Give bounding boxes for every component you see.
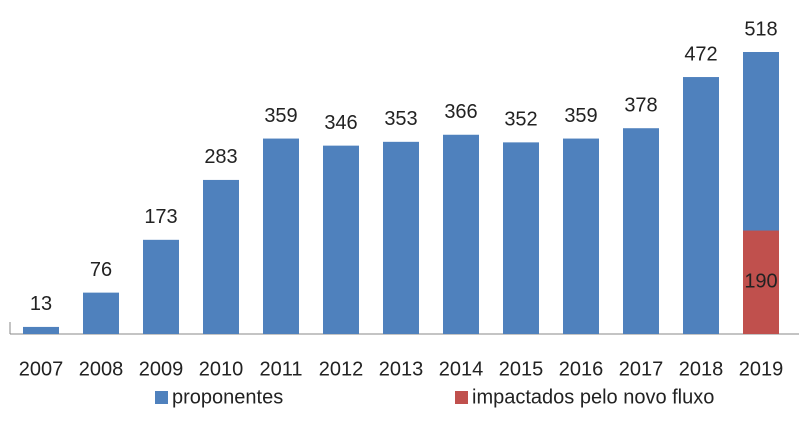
- x-tick-label: 2009: [139, 358, 184, 380]
- data-label: 353: [384, 108, 417, 130]
- x-tick-label: 2011: [259, 358, 302, 380]
- x-tick-label: 2019: [739, 358, 784, 380]
- data-label: 190: [744, 271, 777, 293]
- data-label: 352: [504, 109, 537, 131]
- data-label: 359: [264, 105, 297, 127]
- x-tick-label: 2015: [499, 358, 544, 380]
- bar: [443, 134, 479, 334]
- legend-swatch: [455, 391, 468, 404]
- data-label: 346: [324, 112, 357, 134]
- x-tick-label: 2008: [79, 358, 124, 380]
- data-label: 13: [30, 293, 52, 315]
- x-tick-label: 2007: [19, 358, 64, 380]
- x-tick-label: 2010: [199, 358, 244, 380]
- data-label: 518: [744, 18, 777, 40]
- legend-label: impactados pelo novo fluxo: [472, 386, 714, 408]
- x-tick-label: 2013: [379, 358, 424, 380]
- data-label: 359: [564, 105, 597, 127]
- bar: [623, 128, 659, 334]
- data-label: 283: [204, 146, 237, 168]
- data-label: 378: [624, 94, 657, 116]
- bar: [83, 292, 119, 334]
- bar: [743, 230, 779, 334]
- bar: [563, 138, 599, 334]
- bar: [23, 326, 59, 334]
- x-tick-label: 2012: [319, 358, 364, 380]
- bar: [323, 145, 359, 334]
- x-tick-label: 2018: [679, 358, 724, 380]
- legend-swatch: [155, 391, 168, 404]
- data-label: 366: [444, 101, 477, 123]
- bar: [143, 239, 179, 334]
- x-tick-label: 2014: [439, 358, 484, 380]
- data-label: 472: [684, 43, 717, 65]
- bar: [503, 142, 539, 334]
- bar: [263, 138, 299, 334]
- bar: [683, 77, 719, 334]
- data-label: 173: [144, 206, 177, 228]
- x-tick-label: 2017: [619, 358, 664, 380]
- legend-label: proponentes: [172, 386, 283, 408]
- bar: [383, 141, 419, 334]
- bar: [203, 179, 239, 334]
- data-label: 76: [90, 259, 112, 281]
- x-tick-label: 2016: [559, 358, 604, 380]
